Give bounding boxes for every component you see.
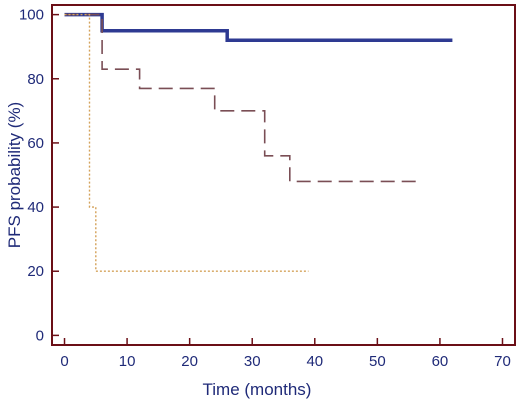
- plot-frame: [51, 4, 516, 346]
- series-layer: [64, 12, 453, 272]
- y-axis-title: PFS probability (%): [5, 102, 24, 248]
- x-tick-label: 20: [181, 353, 198, 370]
- x-axis-title: Time (months): [203, 380, 312, 399]
- y-tick-label: 20: [27, 263, 44, 280]
- x-tick-label: 40: [306, 353, 323, 370]
- x-tick-label: 50: [369, 353, 386, 370]
- x-tick-label: 30: [244, 353, 261, 370]
- y-tick-label: 100: [19, 7, 44, 24]
- x-tick-label: 0: [60, 353, 68, 370]
- ticks-layer: 0 10 20 30 40 50 60 70 0 20 40 60 80 100: [19, 7, 511, 370]
- series-dashed-line: [64, 13, 422, 183]
- x-tick-label: 10: [119, 353, 136, 370]
- y-tick-label: 80: [27, 71, 44, 88]
- y-tick-label: 40: [27, 199, 44, 216]
- y-tick-label: 60: [27, 135, 44, 152]
- series-solid-line: [64, 12, 453, 43]
- x-tick-label: 60: [432, 353, 449, 370]
- x-tick-label: 70: [494, 353, 511, 370]
- y-tick-label: 0: [36, 327, 44, 344]
- series-dotted-line: [64, 13, 309, 272]
